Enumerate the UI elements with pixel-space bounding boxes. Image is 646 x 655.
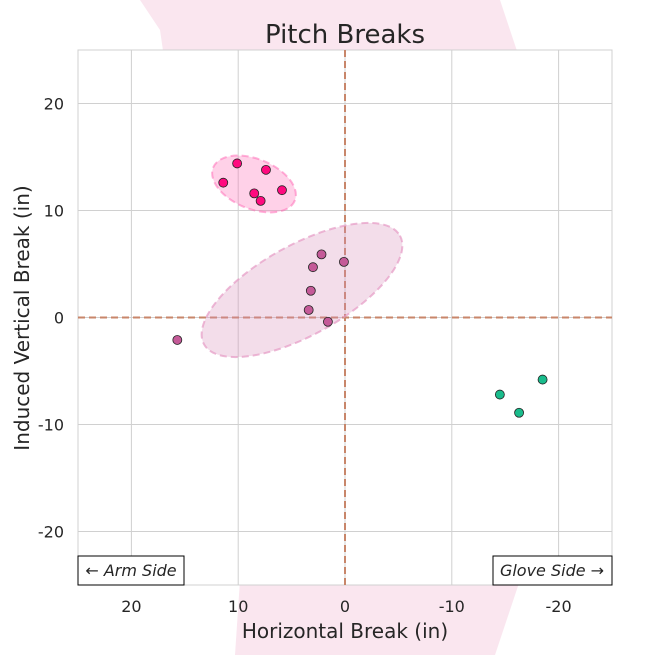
- data-point-pitch-type-3: [514, 407, 524, 418]
- data-point-pitch-type-2: [339, 256, 349, 267]
- x-tick-label: 20: [121, 597, 141, 616]
- arm-side-box: [77, 555, 185, 586]
- x-tick-label: -10: [439, 597, 465, 616]
- data-point-pitch-type-2: [172, 335, 183, 345]
- data-point-pitch-type-1: [249, 188, 260, 199]
- ellipse-pitch-type-2: [200, 221, 404, 359]
- y-tick-label: -20: [38, 523, 64, 542]
- data-point-pitch-type-1: [277, 185, 287, 196]
- y-axis-label: Induced Vertical Break (in): [10, 185, 34, 450]
- y-tick-label: 0: [54, 309, 64, 328]
- tick-labels: 20 10 0 -10 -20 20 10 0 -10 -20: [38, 95, 572, 617]
- data-point-pitch-type-3: [494, 389, 505, 400]
- glove-side-box: [492, 555, 613, 586]
- data-point-pitch-type-1: [232, 158, 243, 169]
- data-point-pitch-type-3: [537, 374, 548, 385]
- y-tick-label: 20: [44, 95, 64, 114]
- data-point-pitch-type-1: [255, 195, 266, 206]
- data-point-pitch-type-2: [308, 262, 318, 273]
- x-tick-label: 0: [340, 597, 350, 616]
- arm-side-label: ← Arm Side: [85, 561, 176, 580]
- ellipse-pitch-type-1: [211, 154, 297, 214]
- data-point-pitch-type-2: [303, 305, 314, 315]
- data-point-pitch-type-2: [305, 285, 316, 296]
- glove-side-label: Glove Side →: [500, 561, 604, 580]
- data-point-pitch-type-2: [316, 249, 327, 260]
- data-point-pitch-type-2: [323, 316, 333, 327]
- data-point-pitch-type-1: [261, 164, 271, 175]
- y-tick-label: -10: [38, 416, 64, 435]
- chart-title: Pitch Breaks: [265, 20, 425, 50]
- data-point-pitch-type-1: [218, 177, 229, 188]
- x-tick-label: -20: [546, 597, 572, 616]
- x-axis-label: Horizontal Break (in): [242, 619, 448, 643]
- y-tick-label: 10: [44, 202, 64, 221]
- x-tick-label: 10: [228, 597, 248, 616]
- points: [172, 158, 548, 418]
